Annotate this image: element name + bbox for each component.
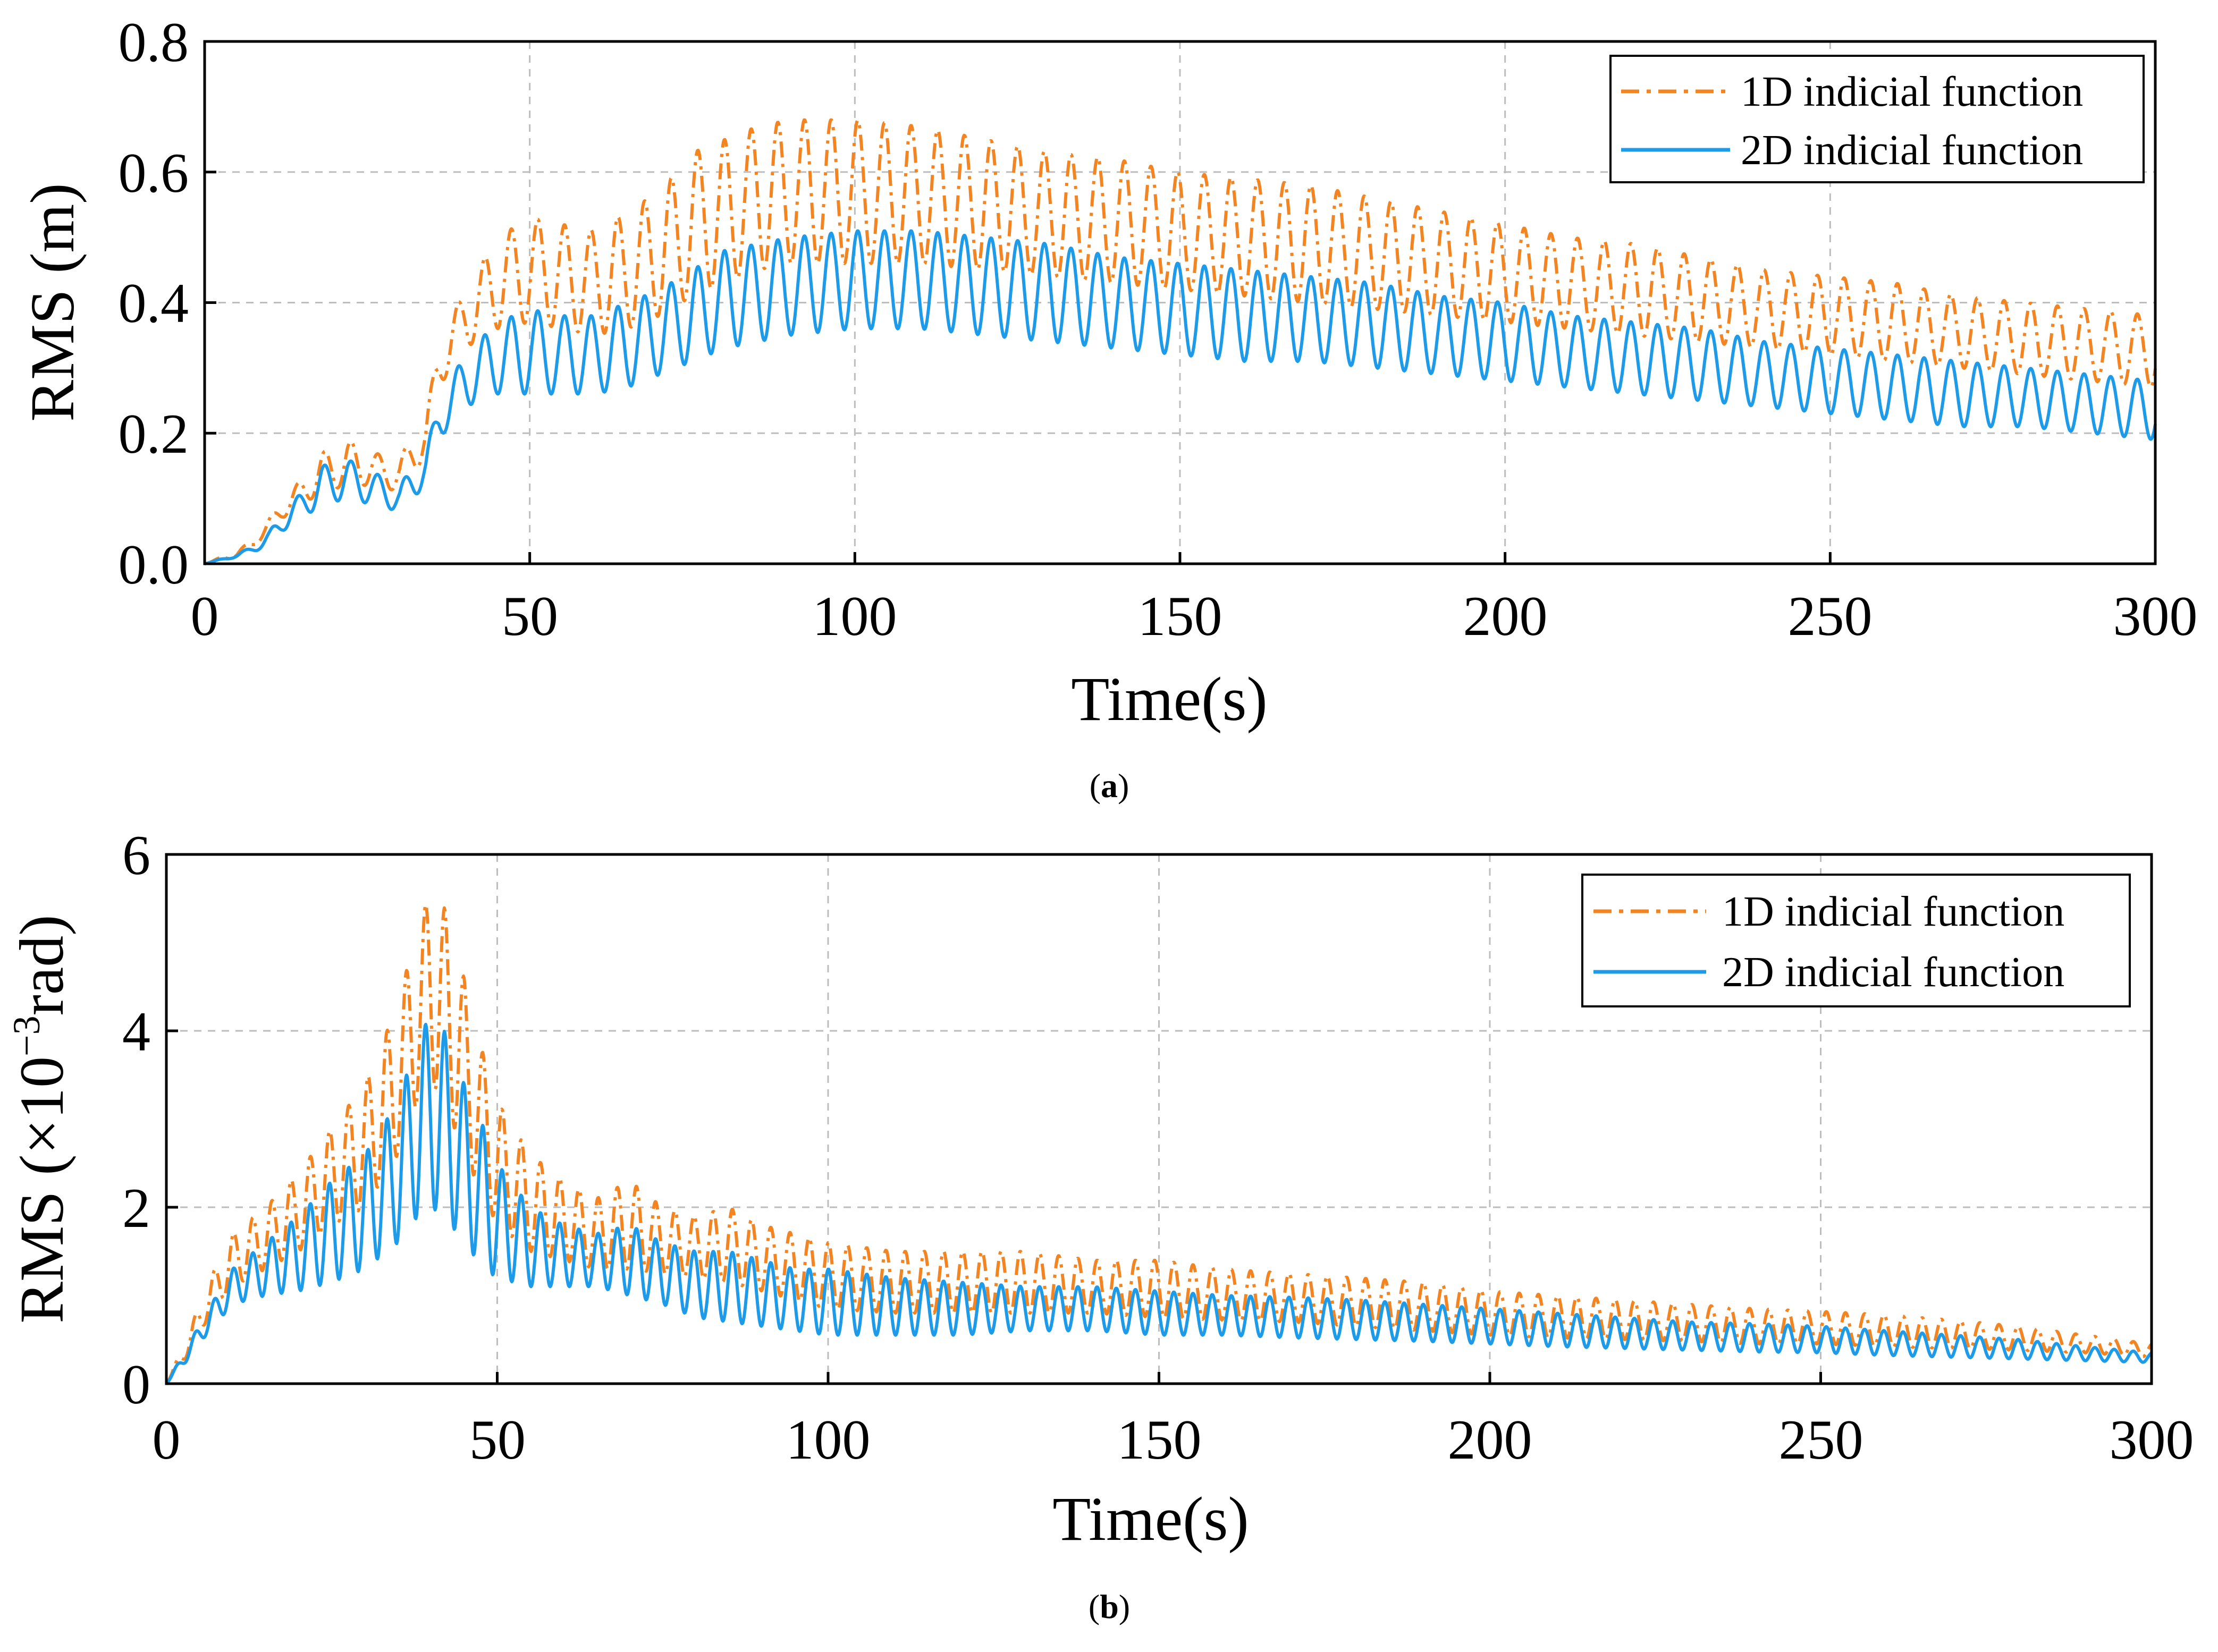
panel-a-y-tick-label: 0.6 (119, 142, 189, 204)
panel-b-x-tick-label: 250 (1779, 1409, 1863, 1471)
panel-b-y-tick-labels: 0 2 4 6 (122, 824, 150, 1416)
panel-a-legend-box (1609, 55, 2145, 183)
panel-b-y-axis-title-prefix: RMS (×10 (7, 1056, 77, 1324)
panel-a-x-tick-label: 0 (191, 585, 219, 647)
panel-a-y-tick-labels: 0.0 0.2 0.4 0.6 0.8 (119, 11, 189, 596)
panel-a-legend-label-1d: 1D indicial function (1741, 69, 2083, 115)
panel-b-y-axis-title-suffix: rad) (7, 914, 77, 1015)
panel-b-legend-box (1581, 874, 2131, 1007)
panel-a-y-tick-label: 0.8 (119, 11, 189, 73)
panel-a-y-tick-label: 0.2 (119, 403, 189, 465)
panel-b-legend: 1D indicial function 2D indicial functio… (1581, 874, 2131, 1007)
panel-b-plot-area (165, 903, 2153, 1385)
panel-b-y-axis-title: RMS (×10−3rad) (5, 914, 77, 1323)
panel-b-legend-label-2d: 2D indicial function (1722, 949, 2064, 996)
panel-a-x-tick-label: 100 (813, 585, 897, 647)
panel-a-caption: (a) (1090, 767, 1129, 804)
panel-b-y-axis-title-exponent: −3 (5, 1015, 48, 1056)
series-line-2d (204, 229, 2157, 565)
panel-a-x-tick-label: 300 (2113, 585, 2198, 647)
panel-a-ticks (203, 40, 2157, 565)
panel-a-caption-letter: a (1101, 767, 1118, 804)
panel-b-x-tick-label: 200 (1448, 1409, 1532, 1471)
panel-b-y-tick-label: 2 (122, 1177, 150, 1239)
panel-b-x-tick-label: 0 (153, 1409, 181, 1471)
series-line-2d (165, 1022, 2153, 1385)
panel-a-x-tick-label: 200 (1463, 585, 1548, 647)
panel-b-x-tick-label: 100 (786, 1409, 871, 1471)
panel-b-caption: (b) (1089, 1588, 1130, 1625)
panel-b-x-tick-labels: 0 50 100 150 200 250 300 (153, 1409, 2194, 1471)
panel-b-legend-label-1d: 1D indicial function (1722, 888, 2064, 935)
panel-a-x-axis-title: Time(s) (1071, 664, 1267, 734)
panel-b: 0 2 4 6 0 50 100 150 200 250 300 Time(s)… (5, 824, 2194, 1625)
panel-b-caption-letter: b (1100, 1588, 1119, 1625)
panel-a-legend-label-2d: 2D indicial function (1741, 127, 2083, 174)
panel-b-ticks (165, 853, 2153, 1385)
panel-a-y-tick-label: 0.4 (119, 272, 189, 334)
panel-a-y-axis-title: RMS (m) (18, 183, 87, 421)
panel-a-x-tick-label: 250 (1788, 585, 1873, 647)
panel-b-x-tick-label: 50 (469, 1409, 526, 1471)
panel-a-x-tick-labels: 0 50 100 150 200 250 300 (191, 585, 2198, 647)
series-line-1d (204, 118, 2157, 565)
panel-b-y-tick-label: 4 (122, 1001, 150, 1063)
panel-a: 0.0 0.2 0.4 0.6 0.8 0 50 100 150 200 250… (18, 11, 2198, 804)
panel-a-plot-area (204, 118, 2157, 565)
panel-a-legend: 1D indicial function 2D indicial functio… (1609, 55, 2145, 183)
panel-a-x-tick-label: 50 (502, 585, 558, 647)
panel-b-x-axis-title: Time(s) (1052, 1484, 1249, 1554)
panel-b-y-tick-label: 0 (122, 1353, 150, 1416)
panel-b-x-tick-label: 300 (2110, 1409, 2194, 1471)
panel-b-y-tick-label: 6 (122, 824, 150, 886)
panel-a-x-tick-label: 150 (1138, 585, 1222, 647)
panel-a-y-tick-label: 0.0 (119, 533, 189, 596)
panel-b-x-tick-label: 150 (1117, 1409, 1202, 1471)
